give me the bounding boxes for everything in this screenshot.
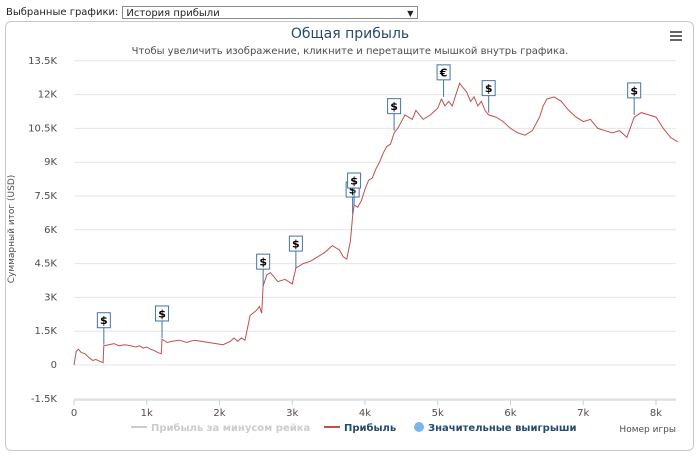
y-tick-label: 4.5K bbox=[35, 259, 58, 270]
x-tick-label: 7k bbox=[577, 408, 589, 419]
big-win-symbol: $ bbox=[292, 238, 300, 251]
legend-label-big-wins: Значительные выигрыши bbox=[428, 423, 577, 434]
legend-item-big-wins[interactable]: Значительные выигрыши bbox=[414, 422, 577, 434]
x-tick-label: 2k bbox=[213, 408, 225, 419]
y-tick-label: 3K bbox=[44, 292, 57, 303]
x-axis-label: Номер игры bbox=[619, 425, 676, 435]
x-tick-label: 4k bbox=[359, 408, 371, 419]
y-tick-label: 7.5K bbox=[35, 191, 58, 202]
big-win-flag[interactable]: $ bbox=[155, 305, 170, 338]
big-win-symbol: $ bbox=[259, 256, 267, 269]
y-tick-label: 9K bbox=[44, 157, 57, 168]
y-tick-label: 12K bbox=[38, 90, 58, 101]
big-win-symbol: $ bbox=[100, 314, 108, 327]
big-win-flag[interactable]: $ bbox=[387, 98, 402, 131]
legend: Прибыль за минусом рейка Прибыль Значите… bbox=[131, 422, 577, 434]
y-tick-label: 1.5K bbox=[35, 326, 58, 337]
x-tick-label: 0 bbox=[71, 408, 77, 419]
big-win-flag[interactable]: $ bbox=[96, 312, 111, 345]
big-win-flag[interactable]: $ bbox=[627, 82, 642, 115]
big-win-flag[interactable]: $ bbox=[347, 172, 362, 206]
x-tick-label: 8k bbox=[650, 408, 662, 419]
chart-title: Общая прибыль bbox=[291, 26, 409, 42]
big-win-flags: $$$$$$$€$ $ bbox=[96, 64, 642, 345]
y-tick-label: 13.5K bbox=[28, 56, 57, 67]
chart-panel bbox=[5, 21, 694, 451]
chart-subtitle: Чтобы увеличить изображение, кликните и … bbox=[132, 46, 569, 57]
x-tick-label: 5k bbox=[432, 408, 444, 419]
x-tick-label: 1k bbox=[141, 408, 153, 419]
big-win-flag[interactable]: $ bbox=[288, 235, 303, 269]
legend-item-minus-rake[interactable]: Прибыль за минусом рейка bbox=[131, 422, 310, 434]
y-grid-lines bbox=[74, 60, 676, 400]
chart-selector: Выбранные графики: История прибыли ▼ bbox=[6, 4, 419, 20]
y-tick-label: 10.5K bbox=[28, 123, 57, 134]
big-win-flag[interactable]: € bbox=[436, 64, 451, 97]
chart-type-select[interactable]: История прибыли ▼ bbox=[122, 5, 419, 19]
y-tick-label: 0 bbox=[51, 360, 57, 371]
profit-series-line bbox=[73, 82, 679, 366]
big-win-symbol: $ bbox=[350, 175, 358, 188]
y-tick-labels: -1.5K 0 1.5K 3K 4.5K 6K 7.5K 9K 10.5K 12K 13.5K bbox=[28, 56, 57, 405]
x-tick-labels: 0 1k 2k 3k 4k 5k 6k 7k 8k bbox=[71, 399, 676, 419]
legend-item-profit[interactable]: Прибыль bbox=[324, 422, 396, 434]
chart-selector-label: Выбранные графики: bbox=[6, 6, 119, 18]
big-win-symbol: $ bbox=[630, 84, 638, 97]
big-win-symbol: € bbox=[439, 66, 448, 79]
big-win-symbol: $ bbox=[485, 82, 493, 95]
big-win-flag[interactable]: $ bbox=[256, 253, 271, 287]
big-win-flag[interactable]: $ bbox=[481, 80, 496, 113]
hamburger-menu-icon[interactable] bbox=[667, 27, 685, 44]
x-tick-label: 3k bbox=[286, 408, 298, 419]
y-axis-label: Суммарный итог (USD) bbox=[7, 175, 17, 284]
y-tick-label: -1.5K bbox=[31, 394, 58, 405]
legend-label-minus-rake: Прибыль за минусом рейка bbox=[151, 422, 310, 434]
big-win-symbol: $ bbox=[390, 100, 398, 113]
x-tick-label: 6k bbox=[504, 408, 516, 419]
legend-label-profit: Прибыль bbox=[344, 422, 396, 434]
big-win-symbol: $ bbox=[349, 184, 357, 197]
big-win-symbol: $ bbox=[158, 307, 166, 320]
legend-marker-big-wins bbox=[414, 422, 424, 432]
dropdown-arrow-icon: ▼ bbox=[407, 8, 414, 18]
y-tick-label: 6K bbox=[44, 225, 57, 236]
chart-type-select-value: История прибыли bbox=[126, 7, 220, 19]
